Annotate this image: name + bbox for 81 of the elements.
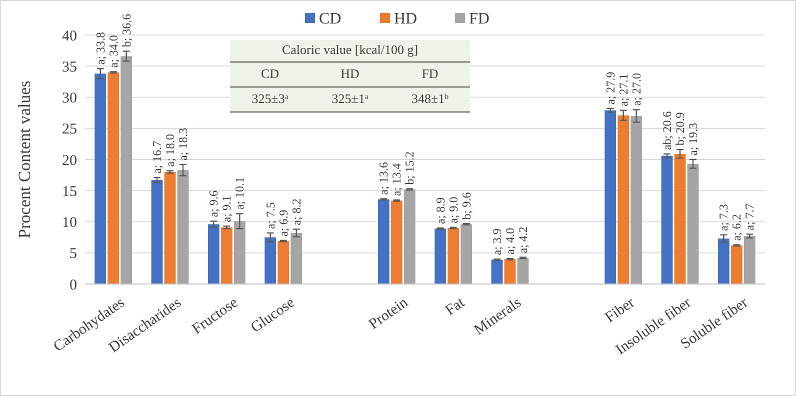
legend-label: HD	[394, 10, 418, 28]
bar	[151, 180, 163, 284]
annotation: HD	[340, 66, 360, 81]
bar	[674, 154, 686, 284]
data-label: a; 7.5	[263, 202, 278, 229]
y-tick-label: 40	[62, 28, 77, 44]
data-label: a; 8.9	[433, 197, 448, 224]
data-label: a; 7.7	[742, 204, 757, 230]
data-label: b; 15.2	[402, 151, 417, 185]
bar	[661, 156, 673, 284]
bar	[220, 227, 232, 284]
legend-label: CD	[319, 10, 342, 28]
data-label: b; 36.6	[119, 14, 134, 48]
data-label: a; 7.3	[716, 204, 731, 231]
bar	[278, 241, 290, 284]
bar	[390, 200, 402, 284]
bar	[120, 56, 132, 284]
data-label: a; 13.6	[376, 162, 391, 195]
data-label: a; 18.0	[163, 134, 177, 167]
y-tick-label: 5	[70, 246, 77, 262]
data-label: a; 13.4	[390, 163, 404, 196]
bar	[264, 237, 276, 284]
bar	[234, 221, 246, 284]
bar	[604, 110, 616, 284]
bar	[208, 224, 220, 284]
bar	[517, 258, 529, 284]
y-tick-label: 35	[62, 59, 77, 76]
data-label: a; 19.3	[686, 122, 700, 156]
data-label: b; 20.9	[673, 112, 687, 146]
bar	[491, 260, 503, 284]
bar	[730, 245, 742, 284]
data-label: a; 6.2	[730, 214, 744, 241]
data-label: a; 27.1	[616, 74, 630, 106]
data-label: a; 6.9	[276, 210, 290, 236]
bar	[404, 189, 416, 284]
data-label: a; 9.0	[446, 196, 460, 224]
legend-label: FD	[469, 10, 490, 28]
bar	[164, 172, 176, 284]
y-tick-label: 0	[70, 277, 77, 294]
annotation: Caloric value [kcal/100 g]	[282, 42, 418, 57]
bar	[108, 72, 120, 284]
bar	[630, 116, 642, 284]
data-label: a; 9.1	[220, 195, 234, 222]
y-tick-label: 10	[62, 215, 77, 231]
data-label: a; 4.2	[516, 226, 530, 254]
bar	[618, 115, 630, 284]
data-label: a; 9.6	[206, 190, 221, 218]
bar	[94, 74, 106, 284]
data-label: a; 27.0	[629, 73, 644, 106]
bar	[290, 232, 302, 284]
bar	[744, 236, 756, 284]
data-label: b; 9.6	[459, 192, 474, 220]
annotation: 325±3$^{a}$	[252, 91, 289, 106]
bar	[434, 228, 446, 284]
bar	[687, 164, 699, 284]
data-label: ab; 20.6	[660, 111, 674, 150]
bar	[460, 224, 472, 284]
bar	[448, 228, 460, 284]
data-label: a; 8.2	[289, 198, 304, 226]
y-tick-label: 30	[62, 90, 77, 106]
annotation: 348±1$^{b}$	[411, 91, 449, 106]
bar	[718, 238, 730, 284]
data-label: a; 10.1	[232, 176, 247, 210]
y-tick-label: 25	[62, 122, 77, 138]
data-label: a; 18.3	[176, 128, 190, 160]
data-label: a; 33.8	[93, 32, 108, 65]
data-label: a; 27.9	[603, 72, 618, 104]
data-label: a; 16.7	[150, 140, 164, 174]
y-tick-label: 15	[62, 184, 77, 200]
annotation: CD	[260, 66, 280, 81]
y-tick-label: 20	[62, 152, 77, 169]
bar	[378, 199, 390, 284]
data-label: a; 34.0	[106, 35, 120, 68]
annotation: FD	[422, 66, 438, 81]
data-label: a; 4.0	[503, 228, 517, 254]
annotation: 325±1$^{a}$	[332, 91, 369, 106]
data-label: a; 3.9	[490, 228, 504, 256]
x-tick-label: Fat	[442, 294, 468, 319]
bar	[504, 259, 516, 284]
y-axis-title: Procent Content values	[15, 80, 34, 238]
bar	[177, 170, 189, 284]
